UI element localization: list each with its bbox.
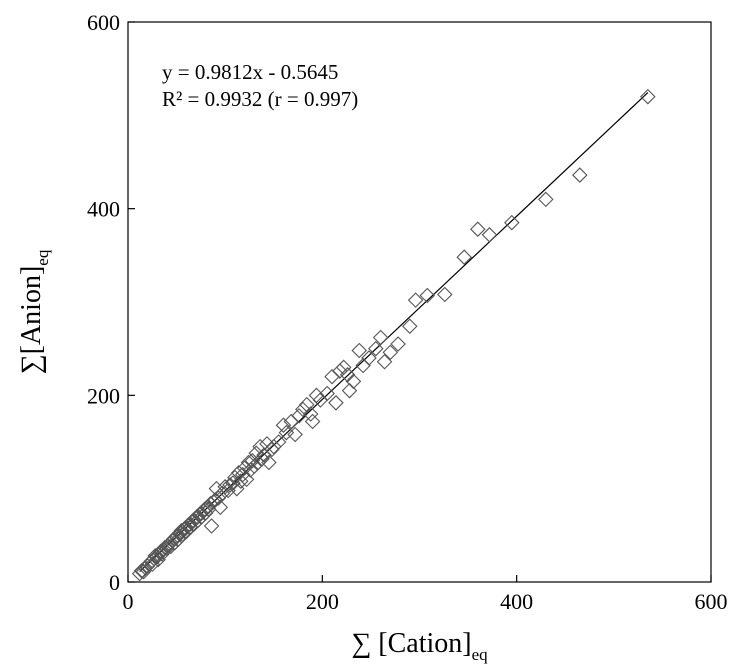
y-tick-label-600: 600 <box>87 10 120 35</box>
y-axis-label: ∑[Anion]eq <box>16 249 52 374</box>
data-point <box>345 373 362 390</box>
data-point <box>351 342 368 359</box>
data-point <box>193 505 209 521</box>
data-point <box>341 382 358 399</box>
data-point <box>212 499 229 516</box>
data-point <box>312 392 329 408</box>
data-point <box>390 336 406 352</box>
data-point <box>246 458 263 475</box>
data-point <box>275 417 292 433</box>
plot-frame <box>127 21 712 583</box>
data-point <box>299 396 315 413</box>
data-point <box>319 385 335 402</box>
y-tick-label-400: 400 <box>87 197 120 222</box>
axis-tick-labels: 0 200 400 600 0 200 400 600 <box>87 10 728 614</box>
data-point <box>147 548 163 564</box>
data-point <box>181 516 197 532</box>
data-point <box>185 512 201 529</box>
data-point <box>242 462 259 478</box>
data-point <box>278 424 295 441</box>
data-point <box>265 438 282 455</box>
x-tick-label-400: 400 <box>500 589 533 614</box>
data-point <box>481 227 498 243</box>
data-point <box>261 454 277 471</box>
data-point <box>304 413 321 430</box>
data-point <box>238 471 255 488</box>
data-point <box>180 518 197 534</box>
data-point <box>152 545 168 561</box>
data-point <box>236 460 253 476</box>
r-squared-annotation: R² = 0.9932 (r = 0.997) <box>162 87 358 111</box>
data-point <box>264 441 280 458</box>
y-axis-label-subscript: eq <box>33 249 52 266</box>
data-point <box>169 527 186 544</box>
x-axis-label: ∑ [Cation]eq <box>351 628 488 664</box>
data-point <box>210 490 227 506</box>
data-point <box>419 287 436 304</box>
data-point <box>376 353 393 370</box>
data-point <box>143 553 160 570</box>
data-point <box>470 221 486 237</box>
y-axis-label-main: ∑[Anion] <box>16 266 47 375</box>
data-point <box>332 363 348 379</box>
data-point <box>177 520 194 536</box>
data-point <box>208 480 225 497</box>
data-point <box>170 531 187 547</box>
data-point <box>640 88 656 105</box>
y-tick-label-200: 200 <box>87 383 120 408</box>
data-point <box>324 368 340 385</box>
data-point <box>382 344 399 361</box>
data-point <box>287 426 303 443</box>
data-point <box>133 563 150 579</box>
data-point <box>144 556 161 573</box>
x-axis-label-main: ∑ [Cation] <box>351 628 471 659</box>
x-axis-label-subscript: eq <box>472 645 489 664</box>
data-point <box>436 286 453 303</box>
data-point <box>156 541 172 558</box>
equation-annotation: y = 0.9812x - 0.5645 <box>162 60 338 84</box>
data-point <box>295 401 311 418</box>
data-point <box>189 508 205 525</box>
data-point <box>220 482 236 499</box>
data-point <box>335 359 352 376</box>
axis-ticks <box>127 21 712 583</box>
data-point <box>302 406 319 422</box>
data-point <box>367 340 384 357</box>
data-point <box>229 480 245 497</box>
data-point <box>538 191 554 208</box>
data-point <box>214 485 231 502</box>
data-point <box>225 475 241 491</box>
data-point <box>199 499 216 516</box>
data-point <box>372 329 389 346</box>
data-point <box>456 249 472 265</box>
y-tick-label-0: 0 <box>109 570 120 595</box>
data-point <box>259 436 275 452</box>
x-tick-label-0: 0 <box>123 589 134 614</box>
trendline <box>139 92 649 572</box>
data-point <box>504 214 520 231</box>
data-point <box>328 395 344 411</box>
x-tick-label-600: 600 <box>695 589 728 614</box>
data-point <box>407 292 424 308</box>
data-point <box>217 479 233 495</box>
data-point <box>203 518 220 534</box>
data-point <box>270 434 287 450</box>
data-point <box>244 452 261 469</box>
data-point <box>196 501 213 517</box>
data-point <box>572 167 588 183</box>
data-point <box>361 350 377 366</box>
data-point <box>254 451 270 467</box>
data-point <box>172 525 189 542</box>
data-point <box>402 318 418 335</box>
x-tick-label-200: 200 <box>306 589 339 614</box>
plot-area-border <box>127 21 712 583</box>
data-points <box>131 88 656 582</box>
